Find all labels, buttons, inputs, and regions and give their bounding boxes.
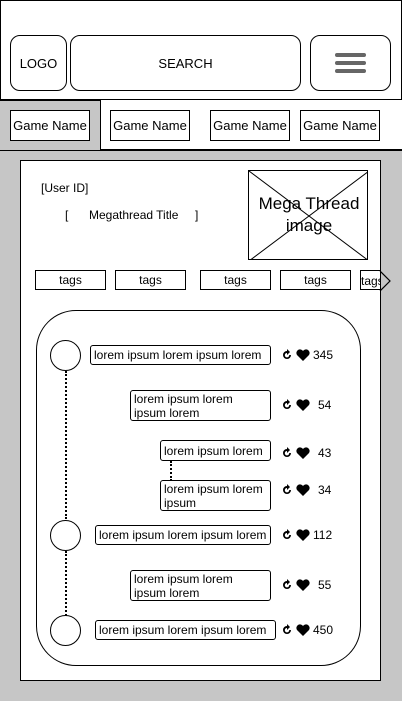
- tag-label: tags: [59, 273, 82, 287]
- menu-button[interactable]: [310, 35, 391, 91]
- post-bubble[interactable]: lorem ipsum lorem ipsum lorem: [90, 345, 271, 365]
- tag-label: tags: [361, 274, 380, 288]
- like-count: 34: [318, 483, 332, 497]
- post-stats: 450: [281, 622, 333, 638]
- post-text: lorem ipsum lorem: [164, 481, 263, 496]
- megathread-image: Mega Thread image: [248, 170, 368, 260]
- tag-chip[interactable]: tags: [115, 270, 186, 290]
- thread-connector: [170, 461, 172, 481]
- post-text: ipsum: [164, 495, 197, 510]
- post-text: lorem ipsum lorem: [164, 443, 263, 458]
- post-text: lorem ipsum lorem ipsum lorem: [99, 528, 267, 542]
- tab-label: Game Name: [303, 118, 377, 133]
- heart-icon[interactable]: [296, 447, 310, 459]
- thread-connector: [65, 551, 67, 616]
- post-text: lorem: [169, 405, 200, 420]
- tab-game-1[interactable]: Game Name: [10, 110, 90, 141]
- post-stats: 345: [281, 347, 333, 363]
- post-bubble[interactable]: lorem ipsum lorem ipsum lorem: [95, 525, 271, 545]
- tag-chip[interactable]: tags: [280, 270, 351, 290]
- tab-game-2[interactable]: Game Name: [110, 110, 190, 141]
- tag-label: tags: [224, 273, 247, 287]
- post-bubble[interactable]: lorem ipsum lorem ipsum: [160, 480, 271, 511]
- post-stats: 54: [281, 397, 331, 413]
- search-label: SEARCH: [158, 55, 213, 71]
- tab-label: Game Name: [113, 118, 187, 133]
- avatar[interactable]: [50, 340, 81, 371]
- share-arrow-icon[interactable]: [281, 624, 293, 636]
- post-text: lorem ipsum lorem ipsum: [134, 571, 233, 600]
- post-text: lorem: [169, 585, 200, 600]
- heart-icon[interactable]: [296, 529, 310, 541]
- tag-chip-partial[interactable]: tags: [360, 270, 380, 290]
- post-bubble[interactable]: lorem ipsum lorem ipsum lorem: [95, 620, 276, 640]
- share-arrow-icon[interactable]: [281, 484, 293, 496]
- post-text: lorem ipsum lorem ipsum lorem: [94, 348, 262, 362]
- share-arrow-icon[interactable]: [281, 579, 293, 591]
- post-text: lorem ipsum lorem ipsum: [134, 391, 233, 420]
- image-label: Mega Thread image: [258, 194, 360, 235]
- like-count: 112: [313, 528, 333, 542]
- post-bubble[interactable]: lorem ipsum lorem ipsum lorem: [130, 390, 271, 421]
- tab-label: Game Name: [13, 118, 87, 133]
- avatar[interactable]: [50, 615, 81, 646]
- like-count: 345: [313, 348, 334, 362]
- tag-chip[interactable]: tags: [35, 270, 106, 290]
- image-placeholder-icon: [249, 171, 367, 259]
- like-count: 55: [318, 578, 332, 592]
- heart-icon[interactable]: [296, 349, 310, 361]
- like-count: 54: [318, 398, 332, 412]
- like-count: 43: [318, 446, 332, 460]
- tab-game-4[interactable]: Game Name: [300, 110, 380, 141]
- heart-icon[interactable]: [296, 624, 310, 636]
- thread-connector: [65, 371, 67, 519]
- megathread-title: Megathread Title: [89, 208, 179, 222]
- post-stats: 43: [281, 445, 331, 461]
- post-stats: 112: [281, 527, 332, 543]
- heart-icon[interactable]: [296, 484, 310, 496]
- tag-label: tags: [304, 273, 327, 287]
- avatar[interactable]: [50, 520, 81, 551]
- share-arrow-icon[interactable]: [281, 447, 293, 459]
- tag-label: tags: [139, 273, 162, 287]
- post-stats: 34: [281, 482, 331, 498]
- user-id[interactable]: [User ID]: [41, 181, 89, 195]
- search-button[interactable]: SEARCH: [70, 35, 301, 91]
- tab-label: Game Name: [213, 118, 287, 133]
- logo-label: LOGO: [19, 55, 58, 71]
- chevron-right-icon[interactable]: [378, 270, 392, 292]
- tab-game-3[interactable]: Game Name: [210, 110, 290, 141]
- share-arrow-icon[interactable]: [281, 399, 293, 411]
- share-arrow-icon[interactable]: [281, 349, 293, 361]
- title-bracket-open: [: [65, 208, 69, 222]
- heart-icon[interactable]: [296, 399, 310, 411]
- post-bubble[interactable]: lorem ipsum lorem: [160, 440, 271, 461]
- like-count: 450: [313, 623, 334, 637]
- heart-icon[interactable]: [296, 579, 310, 591]
- post-stats: 55: [281, 577, 331, 593]
- title-bracket-close: ]: [195, 208, 199, 222]
- post-text: lorem ipsum lorem ipsum lorem: [99, 623, 267, 637]
- tag-chip[interactable]: tags: [200, 270, 271, 290]
- share-arrow-icon[interactable]: [281, 529, 293, 541]
- logo-button[interactable]: LOGO: [10, 35, 67, 91]
- post-bubble[interactable]: lorem ipsum lorem ipsum lorem: [130, 570, 271, 601]
